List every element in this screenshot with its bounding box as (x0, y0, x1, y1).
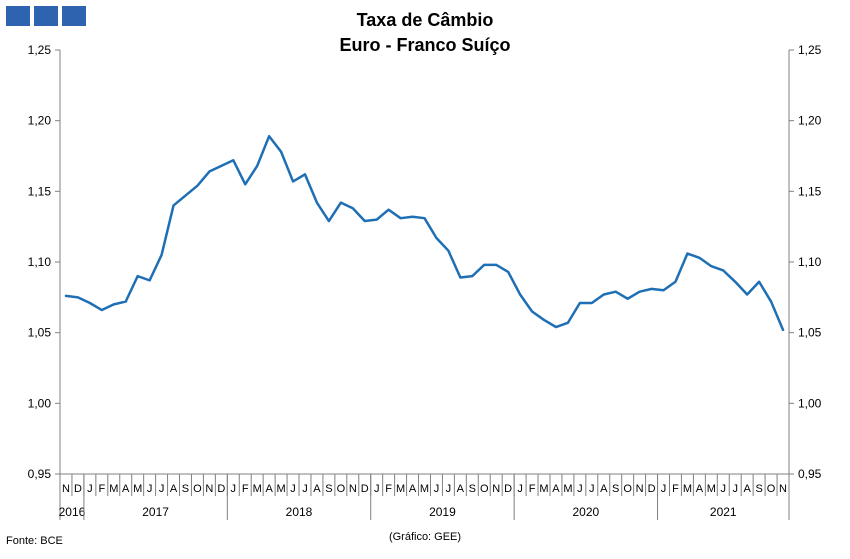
month-label: M (539, 483, 548, 495)
series-line (64, 134, 785, 332)
month-label: S (182, 483, 189, 495)
month-label: A (265, 483, 273, 495)
month-label: J (159, 483, 165, 495)
y-tick-label-right: 1,00 (798, 396, 822, 410)
month-label: M (683, 483, 692, 495)
month-label: J (290, 483, 296, 495)
logo (6, 6, 86, 26)
month-label: O (767, 483, 776, 495)
month-label: F (98, 483, 105, 495)
month-label: J (517, 483, 523, 495)
month-label: O (193, 483, 202, 495)
month-label: J (147, 483, 153, 495)
chart-credit: (Gráfico: GEE) (388, 531, 462, 543)
month-label: M (563, 483, 572, 495)
month-label: J (87, 483, 93, 495)
month-label: A (409, 483, 417, 495)
y-tick-label-right: 1,05 (798, 326, 822, 340)
month-label: O (623, 483, 632, 495)
year-label: 2017 (142, 505, 169, 519)
y-tick-label-left: 1,15 (28, 184, 52, 198)
month-label: J (661, 483, 667, 495)
y-tick-label-left: 0,95 (28, 467, 52, 481)
year-label: 2021 (710, 505, 737, 519)
month-label: S (612, 483, 619, 495)
month-label: J (732, 483, 738, 495)
month-label: N (636, 483, 644, 495)
month-label: A (457, 483, 465, 495)
month-label: N (779, 483, 787, 495)
month-label: A (552, 483, 560, 495)
month-label: M (277, 483, 286, 495)
chart-subtitle: Euro - Franco Suíço (339, 35, 511, 55)
month-label: D (74, 483, 82, 495)
month-label: N (62, 483, 70, 495)
month-label: O (337, 483, 346, 495)
year-label: 2020 (572, 505, 599, 519)
y-tick-label-right: 1,10 (798, 255, 822, 269)
logo-block (34, 6, 58, 26)
month-label: D (648, 483, 656, 495)
month-label: D (504, 483, 512, 495)
month-label: J (589, 483, 595, 495)
month-label: J (446, 483, 452, 495)
source-note: Fonte: BCE (6, 535, 63, 547)
month-label: F (242, 483, 249, 495)
month-label: N (492, 483, 500, 495)
month-label: S (755, 483, 762, 495)
month-label: N (349, 483, 357, 495)
month-label: O (480, 483, 489, 495)
logo-block (62, 6, 86, 26)
month-label: A (170, 483, 178, 495)
y-tick-label-left: 1,05 (28, 326, 52, 340)
month-label: A (122, 483, 130, 495)
month-label: F (529, 483, 536, 495)
year-label: 2018 (286, 505, 313, 519)
month-label: A (696, 483, 704, 495)
month-label: J (302, 483, 308, 495)
y-tick-label-right: 1,15 (798, 184, 822, 198)
month-label: A (744, 483, 752, 495)
month-label: J (434, 483, 440, 495)
month-label: J (231, 483, 237, 495)
month-label: A (313, 483, 321, 495)
month-label: M (253, 483, 262, 495)
month-label: A (600, 483, 608, 495)
y-tick-label-right: 0,95 (798, 467, 822, 481)
month-label: J (721, 483, 727, 495)
month-label: M (707, 483, 716, 495)
month-label: D (217, 483, 225, 495)
month-label: J (374, 483, 380, 495)
chart-title: Taxa de Câmbio (356, 10, 494, 30)
year-label: 2019 (429, 505, 456, 519)
month-label: M (109, 483, 118, 495)
y-tick-label-left: 1,10 (28, 255, 52, 269)
y-tick-label-left: 1,20 (28, 114, 52, 128)
month-label: F (385, 483, 392, 495)
month-label: F (672, 483, 679, 495)
month-label: M (133, 483, 142, 495)
y-tick-label-left: 1,25 (28, 43, 52, 57)
logo-block (6, 6, 30, 26)
y-tick-label-right: 1,20 (798, 114, 822, 128)
month-label: S (325, 483, 332, 495)
month-label: M (396, 483, 405, 495)
y-tick-label-right: 1,25 (798, 43, 822, 57)
month-label: D (361, 483, 369, 495)
month-label: S (469, 483, 476, 495)
month-label: M (420, 483, 429, 495)
y-tick-label-left: 1,00 (28, 396, 52, 410)
month-label: J (577, 483, 583, 495)
month-label: N (205, 483, 213, 495)
year-label: 2016 (59, 505, 86, 519)
